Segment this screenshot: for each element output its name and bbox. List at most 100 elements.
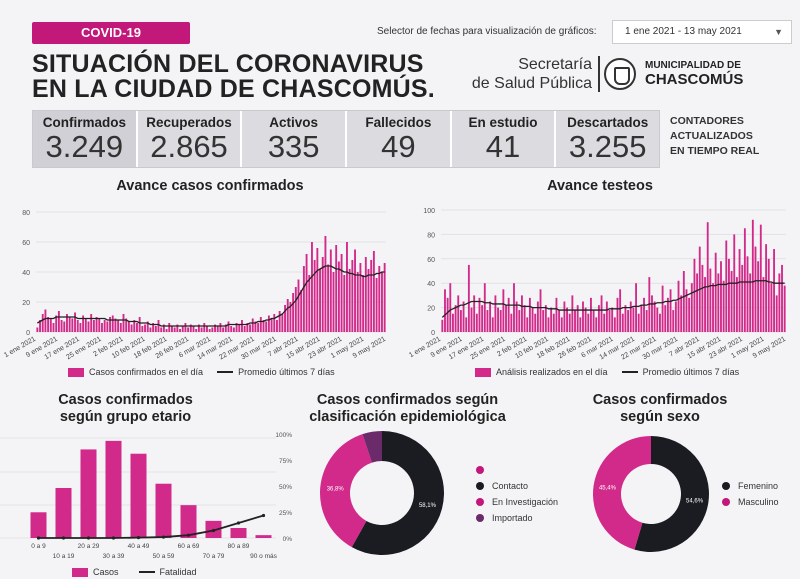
bar [71,318,74,332]
bar [57,311,60,332]
fatality-point [86,536,91,540]
fatality-point [211,528,216,533]
bar [327,264,330,332]
bar [106,321,109,332]
y-tick-label: 50% [279,484,292,491]
chevron-down-icon[interactable]: ▼ [774,27,783,37]
bar [574,310,576,332]
fatality-line [38,514,264,539]
bar [254,321,257,332]
bar [534,313,537,332]
bar [765,244,768,332]
y-tick-label: 80 [427,232,435,239]
counter-activos: Activos 335 [242,111,348,167]
bar [624,305,627,332]
tests-chart-legend: Análisis realizados en el día Promedio ú… [475,367,739,377]
bar [767,258,770,332]
legend-bar-swatch [475,367,491,377]
avg-line [441,280,785,318]
bar [332,272,335,332]
epi-donut-chart: 100% 75% 50% 25% 0% 58,1% 36,8% [275,431,444,555]
bar [329,249,332,332]
bar [184,323,187,332]
bar [276,320,278,332]
bar [335,245,338,332]
bar [643,297,645,332]
legend-bar-swatch [68,367,84,377]
bar [629,301,632,332]
bar [246,323,249,332]
bar [616,297,619,332]
bar [603,313,606,332]
fatality-point [236,521,241,525]
x-tick-label: 80 a 89 [228,543,250,550]
bar [286,299,289,332]
bar [297,279,300,332]
bar [720,261,722,332]
bar [552,313,555,332]
y-tick-label: 40 [22,270,30,277]
logo-divider [598,56,600,92]
y-tick-label: 60 [22,240,30,247]
bar [238,324,241,332]
x-tick-label: 10 a 19 [53,553,75,560]
y-tick-label: 0% [283,536,293,543]
bar [162,324,165,332]
bar [558,310,561,332]
bar [454,305,457,332]
bar [751,219,754,332]
bar [343,275,346,332]
bar [568,313,571,332]
bar [651,295,653,332]
bar [154,326,157,332]
counters-bar: Confirmados 3.249 Recuperados 2.865 Activo… [32,110,660,168]
donut-slice [320,434,372,548]
y-tick-label: 100% [275,432,292,439]
bar [637,313,640,332]
bar [281,314,284,332]
bar [656,307,659,332]
bar [216,326,219,332]
legend-line-swatch [217,371,234,373]
bar [337,261,340,332]
bar [770,283,773,332]
date-range-value: 1 ene 2021 - 13 may 2021 [625,26,742,37]
bar [39,320,41,332]
bar [571,295,574,332]
x-tick-label: 0 a 9 [31,543,46,550]
bar [136,323,138,332]
fatality-point [111,536,116,540]
bar [497,307,499,332]
bar [319,269,321,332]
bar [44,309,47,332]
bar [284,305,286,332]
bar [502,289,505,332]
bar [84,318,87,332]
bar [49,318,52,332]
bar [489,301,492,332]
bar [192,326,195,332]
bar [227,321,230,332]
bar [346,242,348,332]
bar [544,305,547,332]
bar [632,307,635,332]
donut-slice [593,436,651,550]
x-tick-label: 30 a 39 [103,553,125,560]
fatality-point [186,533,191,537]
date-range-selector[interactable]: 1 ene 2021 - 13 may 2021 ▼ [612,20,792,44]
bar [114,318,117,332]
bar [579,317,582,332]
bar [364,257,367,332]
bar [481,305,484,332]
bar [208,329,211,332]
bar [582,301,584,332]
bar [171,326,173,332]
bar [550,307,553,332]
bar [441,319,444,332]
bar [130,324,133,332]
fatality-point [261,513,266,518]
bar [722,280,725,332]
bar [674,301,677,332]
bar [351,260,354,332]
date-selector-label: Selector de fechas para visualización de… [377,26,597,37]
